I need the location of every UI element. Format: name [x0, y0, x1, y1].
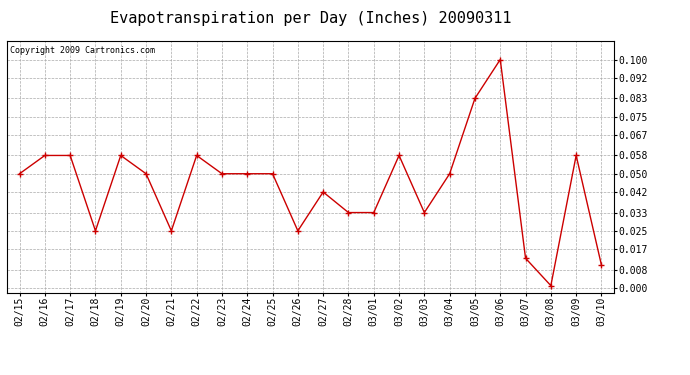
Text: Copyright 2009 Cartronics.com: Copyright 2009 Cartronics.com	[10, 46, 155, 55]
Text: Evapotranspiration per Day (Inches) 20090311: Evapotranspiration per Day (Inches) 2009…	[110, 11, 511, 26]
